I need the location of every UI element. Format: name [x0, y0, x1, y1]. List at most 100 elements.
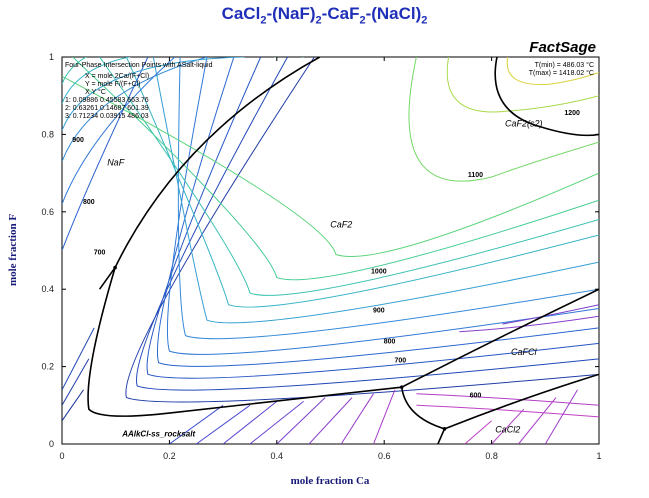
- isotherm-curve: [506, 57, 599, 86]
- title-part: 2: [315, 14, 322, 27]
- isotherm-label: 900: [373, 307, 385, 314]
- isotherm-curve: [459, 315, 599, 333]
- isotherm-label: 900: [72, 137, 84, 144]
- region-label: CaFCl: [511, 347, 538, 357]
- phase-boundary: [401, 288, 599, 388]
- y-tick-label: 1: [49, 52, 54, 62]
- phase-boundary: [400, 387, 445, 430]
- info-line: X = mole 2Ca/(F+Cl): [85, 73, 149, 80]
- title-part: -(NaCl): [365, 4, 422, 23]
- title-part: 2: [260, 14, 267, 27]
- phase-boundary: [444, 373, 599, 430]
- isotherm-curve: [125, 57, 599, 308]
- region-label: CaCl2: [495, 424, 520, 434]
- title-part: -CaF: [321, 4, 360, 23]
- x-axis-label: mole fraction Ca: [291, 475, 370, 487]
- isotherm-curve: [518, 397, 557, 444]
- x-tick-label: 0.6: [378, 451, 391, 461]
- region-label: CaF2: [330, 219, 352, 229]
- isotherm-curve: [416, 393, 599, 406]
- invariant-point: [399, 385, 404, 389]
- isotherm-curve: [177, 57, 599, 340]
- isotherm-curve: [502, 304, 599, 325]
- y-tick-label: 0.8: [41, 129, 54, 139]
- phase-boundary: [87, 267, 402, 417]
- x-tick-label: 0: [59, 451, 64, 461]
- isotherm-curve: [166, 57, 599, 355]
- isotherm-curve: [62, 57, 277, 104]
- y-tick-label: 0.6: [41, 207, 54, 217]
- isotherm-curve: [544, 389, 578, 444]
- phase-boundary: [114, 57, 321, 268]
- y-tick-label: 0.2: [41, 362, 54, 372]
- isotherm-label: 1000: [371, 269, 387, 276]
- title-part: -(NaF): [266, 4, 316, 23]
- isotherm-label: 1100: [468, 172, 483, 179]
- region-label: NaF: [107, 157, 125, 167]
- isotherm-curve: [169, 404, 224, 444]
- isotherm-label: 700: [94, 249, 106, 256]
- isotherm-curve: [416, 404, 599, 418]
- title-part: 2: [359, 14, 366, 27]
- phase-boundary: [494, 57, 599, 137]
- info-line: 2: 0.63261 0.14687 601.39: [65, 105, 149, 112]
- isotherm-curve: [446, 57, 599, 113]
- isotherm-curve: [408, 57, 599, 182]
- isotherm-curve: [62, 57, 208, 162]
- isotherm-curve: [196, 404, 251, 444]
- isotherm-label: 700: [394, 358, 406, 365]
- isotherm-label: 600: [470, 393, 482, 400]
- isotherm-curve: [99, 57, 599, 296]
- phase-region-labels: NaF CaF2 CaF2(s2) CaFCl CaCl2 AAlkCl-ss_rocks…: [107, 119, 542, 439]
- isotherm-curve: [156, 57, 599, 367]
- isotherm-curve: [62, 327, 95, 391]
- isotherm-curve: [491, 408, 525, 444]
- factsage-brand: FactSage: [529, 39, 596, 56]
- info-line: 1: 0.09886 0.45583 663.76: [65, 97, 149, 104]
- info-line: 3: 0.71234 0.03915 486.03: [65, 113, 149, 120]
- phase-boundaries: [87, 57, 599, 444]
- page-title: CaCl2-(NaF)2-CaF2-(NaCl)2: [0, 4, 649, 26]
- region-label: CaF2(s2): [505, 119, 543, 129]
- x-tick-label: 0.4: [271, 451, 284, 461]
- isotherm-label: 800: [384, 338, 396, 345]
- isotherm-curve: [136, 57, 599, 391]
- y-tick-label: 0: [49, 439, 54, 449]
- isotherm-curve: [62, 389, 84, 422]
- isotherm-curve: [146, 57, 599, 379]
- phase-boundary: [98, 267, 116, 290]
- info-line: Y = mole F/(F+Cl): [85, 81, 141, 88]
- isotherm-label: 1200: [564, 110, 580, 117]
- region-label: AAlkCl-ss_rocksalt: [121, 429, 195, 438]
- isotherm-curve: [72, 57, 599, 281]
- invariant-point: [442, 427, 447, 431]
- title-part: CaCl: [221, 4, 261, 23]
- y-tick-label: 0.4: [41, 284, 54, 294]
- isotherm-curve: [62, 57, 176, 205]
- isotherm-curve: [222, 401, 278, 444]
- isotherm-curve: [464, 420, 492, 444]
- phase-boundary: [437, 428, 446, 444]
- isotherm-curve: [62, 57, 304, 85]
- x-tick-label: 1: [596, 451, 601, 461]
- isotherm-label: 800: [83, 199, 95, 206]
- info-line: X Y °C: [85, 88, 106, 96]
- x-tick-label: 0.2: [163, 451, 176, 461]
- title-part: 2: [421, 14, 428, 27]
- isotherm-curve: [62, 358, 90, 406]
- isotherm-labels: 600 700 800 900 1000 1100 1200 900 800 700: [72, 110, 580, 400]
- x-tick-label: 0.8: [485, 451, 498, 461]
- tmin-text: T(min) = 486.03 °C: [535, 61, 594, 69]
- info-line: Four-Phase Intersection Points with ASal…: [65, 62, 213, 69]
- tmax-text: T(max) = 1418.02 °C: [529, 69, 594, 77]
- isotherm-lines: [62, 57, 599, 444]
- isotherm-curve: [276, 397, 326, 444]
- isotherm-curve: [249, 401, 304, 444]
- invariant-point: [113, 265, 117, 270]
- isotherm-curve: [152, 57, 599, 324]
- y-axis-label: mole fraction F: [7, 214, 19, 286]
- info-box: Four-Phase Intersection Points with ASal…: [65, 62, 213, 120]
- isotherm-curve: [340, 393, 374, 444]
- isotherm-curve: [125, 57, 599, 403]
